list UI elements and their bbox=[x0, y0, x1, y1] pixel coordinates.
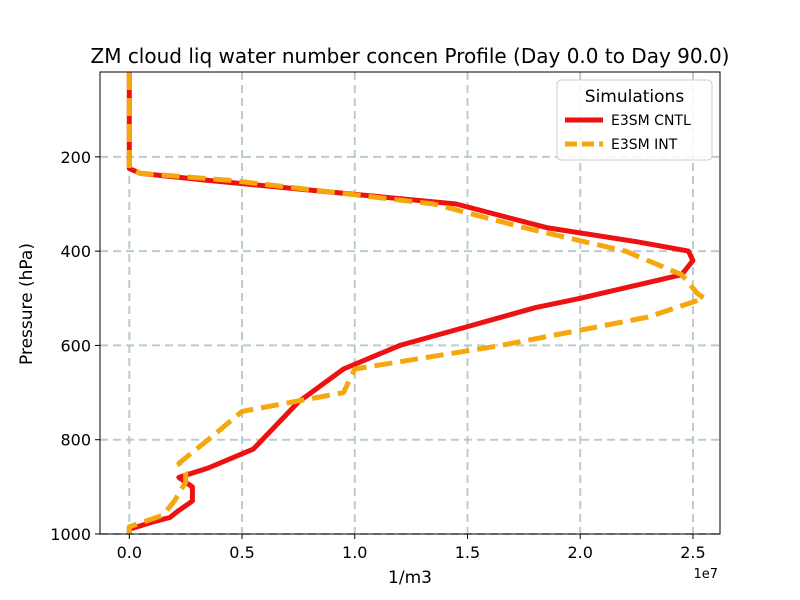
legend-label: E3SM INT bbox=[611, 137, 678, 153]
x-tick-label: 1.0 bbox=[342, 543, 367, 562]
axis-ticks: 0.0 0.5 1.0 1.5 2.0 2.5 200 400 600 800 1000 bbox=[50, 148, 705, 562]
y-tick-label: 400 bbox=[60, 242, 91, 261]
x-tick-label: 0.5 bbox=[229, 543, 254, 562]
series-lines bbox=[126, 72, 707, 534]
grid bbox=[100, 72, 720, 535]
y-tick-label: 1000 bbox=[50, 525, 91, 544]
x-tick-label: 2.0 bbox=[567, 543, 592, 562]
series-line-e3sm-int bbox=[126, 72, 707, 534]
y-tick-label: 200 bbox=[60, 148, 91, 167]
x-tick-label: 2.5 bbox=[680, 543, 705, 562]
y-tick-label: 800 bbox=[60, 431, 91, 450]
legend-box bbox=[556, 79, 713, 161]
y-tick-label: 600 bbox=[60, 336, 91, 355]
x-tick-label: 1.5 bbox=[455, 543, 480, 562]
chart-title: ZM cloud liq water number concen Profile… bbox=[91, 44, 730, 68]
legend-label: E3SM CNTL bbox=[611, 113, 691, 129]
x-scale-label: 1e7 bbox=[693, 567, 718, 582]
legend: Simulations E3SM CNTL E3SM INT bbox=[556, 79, 713, 161]
y-axis-title: Pressure (hPa) bbox=[17, 243, 37, 365]
x-tick-label: 0.0 bbox=[117, 543, 142, 562]
x-axis-title: 1/m3 bbox=[388, 568, 432, 588]
plot-frame bbox=[99, 71, 721, 535]
legend-title: Simulations bbox=[585, 87, 685, 107]
